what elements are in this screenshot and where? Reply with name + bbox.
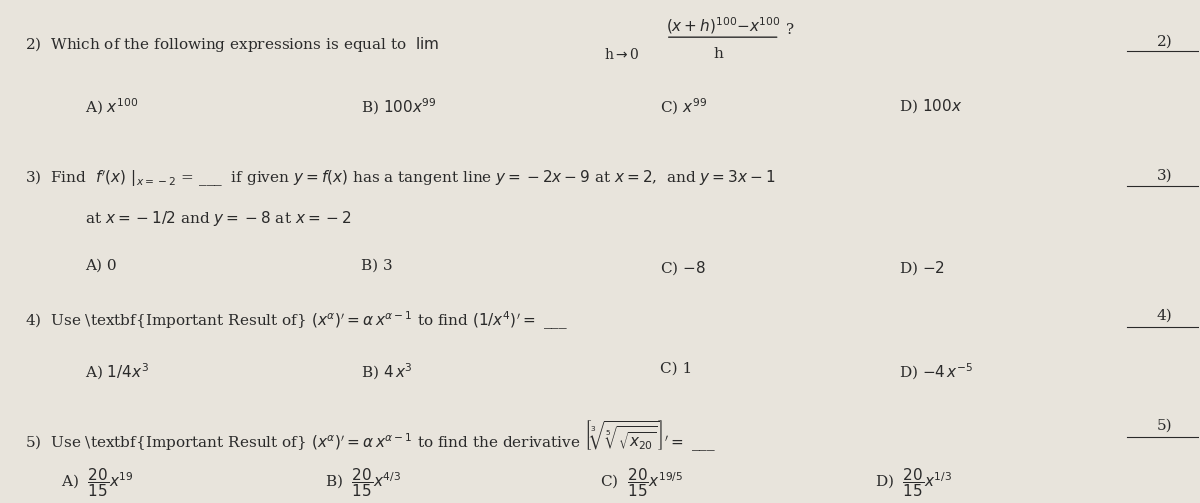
Text: B) 3: B) 3 bbox=[360, 259, 392, 273]
Text: 5): 5) bbox=[1157, 419, 1172, 433]
Text: B) $100x^{99}$: B) $100x^{99}$ bbox=[360, 97, 437, 117]
Text: h: h bbox=[714, 47, 724, 61]
Text: B) $4\,x^3$: B) $4\,x^3$ bbox=[360, 362, 413, 382]
Text: h$\rightarrow$0: h$\rightarrow$0 bbox=[604, 47, 640, 62]
Text: 2)  Which of the following expressions is equal to  $\lim$: 2) Which of the following expressions is… bbox=[25, 35, 440, 54]
Text: ?: ? bbox=[786, 23, 793, 37]
Text: A)  $\dfrac{20}{15}x^{19}$: A) $\dfrac{20}{15}x^{19}$ bbox=[61, 467, 134, 499]
Text: D) $-4\,x^{-5}$: D) $-4\,x^{-5}$ bbox=[899, 362, 973, 382]
Text: $(x + h)^{100}{-}x^{100}$: $(x + h)^{100}{-}x^{100}$ bbox=[666, 16, 780, 36]
Text: A) 0: A) 0 bbox=[85, 259, 116, 273]
Text: C) 1: C) 1 bbox=[660, 362, 692, 376]
Text: A) $x^{100}$: A) $x^{100}$ bbox=[85, 97, 138, 117]
Text: C)  $\dfrac{20}{15}x^{19/5}$: C) $\dfrac{20}{15}x^{19/5}$ bbox=[600, 467, 683, 499]
Text: B)  $\dfrac{20}{15}x^{4/3}$: B) $\dfrac{20}{15}x^{4/3}$ bbox=[325, 467, 401, 499]
Text: D) $100x$: D) $100x$ bbox=[899, 97, 962, 115]
Text: D) $-2$: D) $-2$ bbox=[899, 259, 946, 277]
Text: C) $x^{99}$: C) $x^{99}$ bbox=[660, 97, 707, 117]
Text: 2): 2) bbox=[1157, 35, 1172, 49]
Text: D)  $\dfrac{20}{15}x^{1/3}$: D) $\dfrac{20}{15}x^{1/3}$ bbox=[875, 467, 953, 499]
Text: 4): 4) bbox=[1157, 309, 1172, 323]
Text: 5)  Use \textbf{Important Result of} $( x^{\alpha} )' = \alpha\, x^{\alpha-1}$ t: 5) Use \textbf{Important Result of} $( x… bbox=[25, 419, 716, 454]
Text: C) $-8$: C) $-8$ bbox=[660, 259, 706, 277]
Text: 3): 3) bbox=[1157, 169, 1172, 183]
Text: A) $1/4x^3$: A) $1/4x^3$ bbox=[85, 362, 149, 382]
Text: 4)  Use \textbf{Important Result of} $( x^{\alpha} )' = \alpha\, x^{\alpha-1}$ t: 4) Use \textbf{Important Result of} $( x… bbox=[25, 309, 569, 331]
Text: 3)  Find  $f'(x)\ |_{x=-2}$ = ___  if given $y = f(x)$ has a tangent line $y = -: 3) Find $f'(x)\ |_{x=-2}$ = ___ if given… bbox=[25, 169, 775, 189]
Text: at $x = -1/2$ and $y = -8$ at $x = -2$: at $x = -1/2$ and $y = -8$ at $x = -2$ bbox=[85, 209, 352, 228]
